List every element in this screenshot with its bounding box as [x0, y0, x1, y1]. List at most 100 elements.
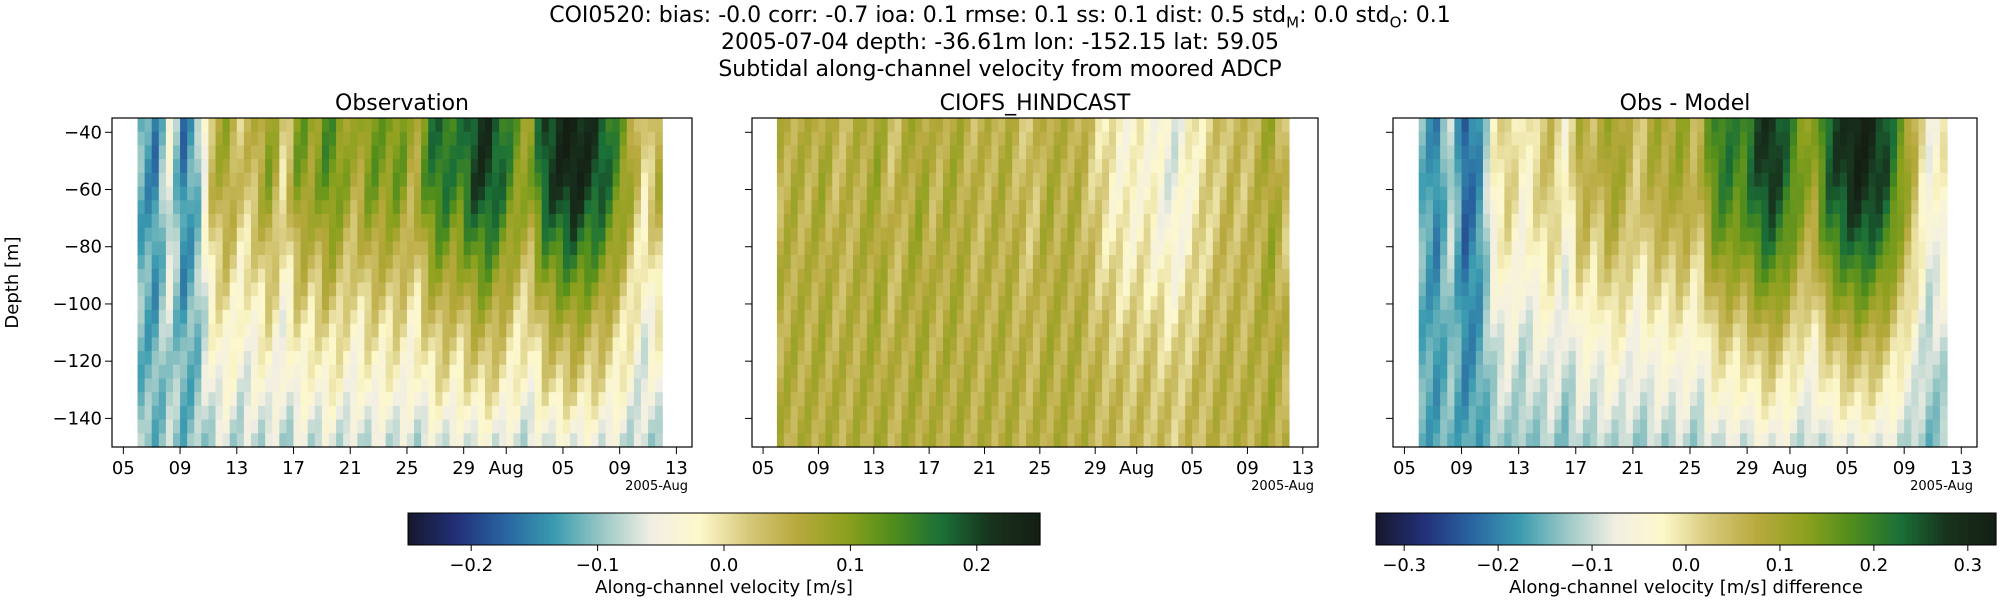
heatmap-cell [1226, 433, 1235, 448]
heatmap-cell [1754, 118, 1762, 133]
heatmap-cell [548, 213, 557, 229]
heatmap-cell [853, 433, 861, 448]
heatmap-cell [527, 337, 536, 352]
heatmap-cell [307, 351, 316, 366]
heatmap-cell [619, 296, 628, 311]
heatmap-cell [1074, 282, 1082, 297]
heatmap-cell [187, 309, 195, 325]
heatmap-cell [222, 118, 231, 133]
heatmap-cell [1547, 351, 1555, 366]
heatmap-cell [541, 145, 550, 160]
heatmap-cell [1782, 309, 1791, 325]
heatmap-cell [1185, 337, 1193, 352]
heatmap-cell [1804, 172, 1812, 188]
heatmap-cell [1718, 227, 1727, 242]
heatmap-cell [321, 337, 330, 352]
heatmap-cell [797, 392, 806, 407]
heatmap-cell [1618, 337, 1627, 352]
heatmap-cell [201, 309, 210, 325]
heatmap-cell [541, 405, 550, 421]
heatmap-cell [506, 296, 514, 311]
heatmap-cell [215, 351, 224, 366]
heatmap-cell [1647, 172, 1655, 188]
heatmap-cell [1060, 351, 1069, 366]
heatmap-cell [321, 200, 330, 215]
heatmap-cell [1454, 145, 1463, 160]
heatmap-cell [1164, 351, 1172, 366]
heatmap-cell [1897, 337, 1905, 352]
heatmap-cell [236, 131, 245, 147]
axes-frame-2 [751, 117, 1319, 448]
heatmap-cell [825, 282, 833, 297]
heatmap-cell [839, 227, 847, 242]
heatmap-cell [1032, 323, 1041, 338]
heatmap-cell [1490, 268, 1498, 284]
heatmap-cell [832, 323, 840, 338]
heatmap-cell [300, 309, 309, 325]
heatmap-cell [137, 200, 146, 215]
heatmap-cell [250, 405, 259, 421]
heatmap-cell [1198, 433, 1207, 448]
heatmap-cell [1590, 309, 1598, 325]
heatmap-cell [1682, 200, 1691, 215]
heatmap-cell [936, 159, 944, 174]
heatmap-cell [378, 337, 387, 352]
heatmap-cell [215, 241, 224, 256]
heatmap-cell [1240, 227, 1249, 242]
heatmap-cell [534, 131, 543, 147]
heatmap-cell [258, 145, 266, 160]
heatmap-cell [655, 200, 663, 215]
heatmap-cell [1854, 309, 1862, 325]
heatmap-cell [901, 282, 909, 297]
heatmap-cell [1904, 282, 1912, 297]
heatmap-cell [1939, 213, 1948, 229]
heatmap-cell [1418, 268, 1427, 284]
heatmap-cell [1889, 323, 1898, 338]
heatmap-cell [1889, 282, 1898, 297]
heatmap-cell [1518, 227, 1527, 242]
heatmap-cell [1504, 172, 1513, 188]
heatmap-cell [1925, 309, 1934, 325]
heatmap-cell [293, 131, 302, 147]
heatmap-cell [406, 419, 415, 434]
heatmap-cell [1461, 351, 1470, 366]
heatmap-cell [570, 255, 578, 270]
heatmap-cell [783, 323, 792, 338]
heatmap-cell [343, 323, 351, 338]
heatmap-cell [1682, 268, 1691, 284]
heatmap-cell [307, 145, 316, 160]
heatmap-cell [243, 145, 252, 160]
heatmap-cell [1240, 186, 1249, 201]
heatmap-cell [562, 213, 571, 229]
heatmap-cell [853, 118, 861, 133]
heatmap-cell [1532, 282, 1541, 297]
heatmap-cell [1654, 213, 1663, 229]
heatmap-cell [1590, 131, 1598, 147]
heatmap-cell [1775, 118, 1784, 133]
heatmap-cell [250, 282, 259, 297]
heatmap-cell [640, 118, 649, 133]
heatmap-cell [1675, 323, 1684, 338]
heatmap-cell [1761, 309, 1770, 325]
heatmap-cell [1226, 405, 1235, 421]
heatmap-cell [598, 351, 607, 366]
heatmap-cell [201, 433, 210, 448]
heatmap-cell [1911, 296, 1920, 311]
heatmap-cell [1240, 159, 1249, 174]
heatmap-cell [378, 405, 387, 421]
heatmap-cell [922, 227, 930, 242]
heatmap-cell [1668, 296, 1677, 311]
heatmap-cell [591, 200, 600, 215]
heatmap-cell [1261, 200, 1269, 215]
heatmap-cell [222, 378, 231, 393]
heatmap-cell [1490, 200, 1498, 215]
heatmap-cell [1074, 378, 1082, 393]
heatmap-cell [866, 364, 875, 380]
heatmap-cell [1597, 296, 1605, 311]
heatmap-cell [811, 309, 820, 325]
heatmap-cell [492, 186, 500, 201]
heatmap-cell [1925, 268, 1934, 284]
heatmap-cell [612, 337, 621, 352]
heatmap-cell [1109, 118, 1117, 133]
heatmap-cell [1925, 172, 1934, 188]
